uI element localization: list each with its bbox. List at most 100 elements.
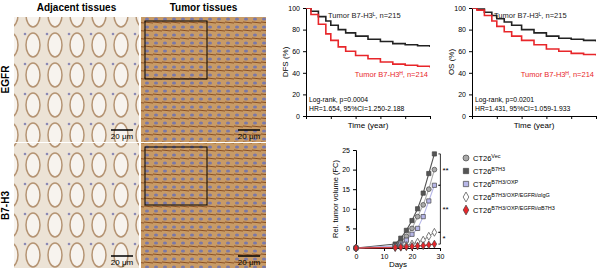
tissue-image [14,143,139,268]
tick [497,116,498,119]
y-axis-title: OS (%) [447,49,456,76]
axis-line [353,151,357,249]
inset-frame [145,147,207,205]
tick: 0 [462,113,472,120]
tick-mark [469,116,472,117]
tick-mark [353,228,356,229]
tick-label: 10 [381,253,389,260]
data-point [426,187,431,192]
tick: 60 [458,48,472,55]
tick [522,116,523,119]
tick: 20 [342,166,356,173]
scale-bar [111,129,133,131]
plot-area [354,152,437,252]
tick: 100 [288,5,306,12]
data-point [421,202,426,207]
data-point [421,242,426,250]
tick-label: 30 [437,253,445,260]
legend-entry: Tumor B7-H3ᴴ, n=214 [355,70,428,79]
data-point [427,241,432,249]
tick: 80 [458,26,472,33]
tick: 10 [342,206,356,213]
tick-mark [303,116,306,117]
plot-area [472,8,596,56]
data-point [432,183,436,187]
axis-line [469,9,473,117]
x-axis-title: Days [389,260,407,269]
growth-line [356,170,434,248]
data-point [427,199,431,203]
data-point [415,214,420,219]
data-point [404,243,409,251]
scale-bar [238,129,260,131]
inset-frame [145,21,207,79]
chart: 020406080100Time (year)OS (%)Tumor B7-H3… [447,5,597,130]
survival-curve [472,8,596,56]
data-point [415,207,419,211]
legend-entry: Tumor B7-H3ᴸ, n=215 [328,11,401,20]
tick-label: 40 [458,70,466,77]
legend-entry: CT26B7H3/OXP [473,179,519,189]
x-axis-title: Time (year) [348,121,389,130]
tick-label: 100 [454,5,466,12]
row-label: EGFR [0,65,11,94]
legend-entry: CT26Vec [473,153,501,163]
tick: 5 [346,225,356,232]
significance-label: * [442,234,445,243]
tick: 40 [292,70,306,77]
data-point [404,228,408,232]
scale-bar-label: 20 μm [238,132,261,141]
tick: 100 [454,5,472,12]
tick-label: 15 [342,186,350,193]
tick-mark [303,73,306,74]
legend-marker [463,181,468,186]
data-point [432,240,437,248]
tick-label: 0 [355,253,359,260]
legend-marker [463,192,469,202]
chart: 01020300510152025DaysRel. tumor volume (… [331,147,555,269]
axis-line [473,117,597,120]
data-point [399,242,404,250]
tick-mark [353,150,356,151]
growth-line [356,185,434,248]
tick [546,116,547,119]
significance-bracket [438,154,440,185]
tick [331,116,332,119]
tick: 30 [437,248,445,260]
tick [405,116,406,119]
tick-mark [440,248,441,251]
tick-label: 100 [288,5,300,12]
scale-bar-label: 20 μm [111,132,134,141]
tick [596,116,597,119]
tick-mark [353,170,356,171]
axis-line [303,9,307,117]
tick-mark [469,51,472,52]
plot-area [306,8,430,67]
data-point [432,228,437,236]
tick-mark [469,8,472,9]
tick-mark [522,116,523,119]
tick-mark [469,94,472,95]
tick: 60 [292,48,306,55]
tick-mark [469,30,472,31]
annotation: Log-rank, p=0.0201 [475,96,534,104]
tick-label: 80 [458,26,466,33]
tick: 80 [292,26,306,33]
tissue-image [14,17,139,142]
tissue-image [141,143,266,268]
significance-bracket [438,185,440,232]
legend-entry: CT26B7H3/OXP/EGFRi/αB7H3 [473,205,555,215]
significance-label: ** [442,166,448,175]
tick-mark [546,116,547,119]
scale-bar [111,255,133,257]
tick-label: 60 [292,48,300,55]
significance-bracket [438,232,440,244]
x-axis-title: Time (year) [514,121,555,130]
tick-mark [303,30,306,31]
tissue-image [141,17,266,142]
tick-label: 80 [292,26,300,33]
tick: 25 [342,147,356,154]
tick: 20 [458,91,472,98]
tick-mark [303,8,306,9]
scale-bar-label: 20 μm [238,258,261,267]
